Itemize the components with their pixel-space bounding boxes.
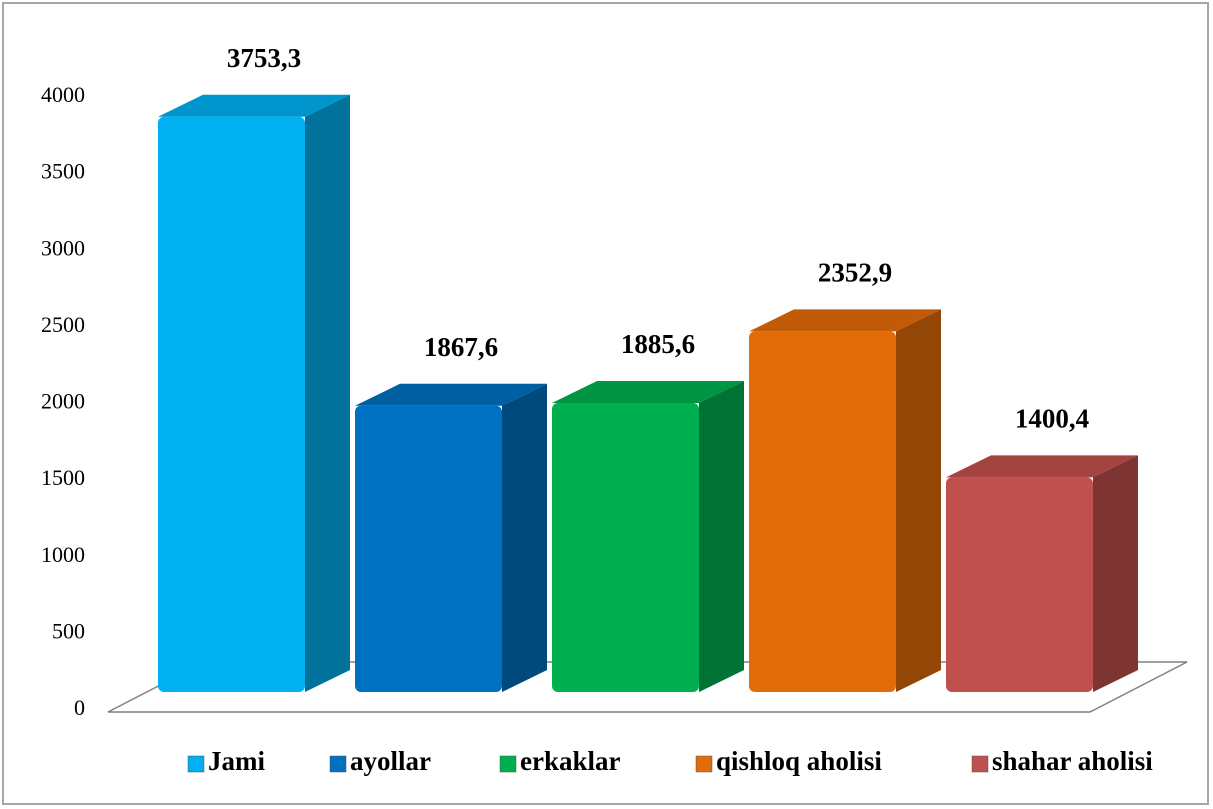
y-tick-label: 2500 <box>41 312 85 337</box>
y-tick-label: 2000 <box>41 389 85 414</box>
bar-side-shade <box>502 383 547 692</box>
legend-label: Jami <box>208 746 265 776</box>
bar-side <box>896 309 941 692</box>
bar-top-shade <box>355 383 547 406</box>
value-label: 1867,6 <box>424 332 498 362</box>
value-label: 1400,4 <box>1015 403 1089 433</box>
y-tick-label: 0 <box>74 695 85 720</box>
bar-side <box>699 381 744 692</box>
y-tick-label: 1000 <box>41 542 85 567</box>
bar-side <box>305 94 350 693</box>
bar-side <box>502 383 547 692</box>
bar-side-shade <box>1093 455 1138 692</box>
legend-swatch <box>971 755 989 773</box>
y-tick-label: 1500 <box>41 465 85 490</box>
bar <box>749 331 896 692</box>
bar-top-shade <box>946 455 1138 478</box>
legend-swatch <box>187 755 205 773</box>
bar-top-shade <box>552 381 744 404</box>
legend-label: qishloq aholisi <box>716 746 882 776</box>
bar-side-shade <box>896 309 941 692</box>
bar-top <box>946 455 1138 478</box>
bar-top-shade <box>158 94 350 117</box>
legend-swatch <box>695 755 713 773</box>
value-label: 1885,6 <box>621 329 695 359</box>
y-tick-label: 3500 <box>41 159 85 184</box>
legend-swatch <box>499 755 517 773</box>
legend-label: erkaklar <box>520 746 621 776</box>
bar-top <box>749 309 941 332</box>
bar-top <box>158 94 350 117</box>
y-tick-label: 3000 <box>41 235 85 260</box>
value-label: 2352,9 <box>818 257 892 287</box>
bar-side-shade <box>305 94 350 693</box>
bar-top-shade <box>749 309 941 332</box>
bar <box>355 405 502 692</box>
y-tick-label: 500 <box>52 618 85 643</box>
bar-top <box>552 381 744 404</box>
legend-swatch <box>329 755 347 773</box>
bar-side <box>1093 455 1138 692</box>
bar <box>158 116 305 693</box>
y-tick-label: 4000 <box>41 82 85 107</box>
value-label: 3753,3 <box>227 43 301 73</box>
bar <box>946 477 1093 692</box>
legend-label: shahar aholisi <box>992 746 1153 776</box>
legend-label: ayollar <box>350 746 431 776</box>
bar <box>552 403 699 692</box>
bar-top <box>355 383 547 406</box>
bar-side-shade <box>699 381 744 692</box>
